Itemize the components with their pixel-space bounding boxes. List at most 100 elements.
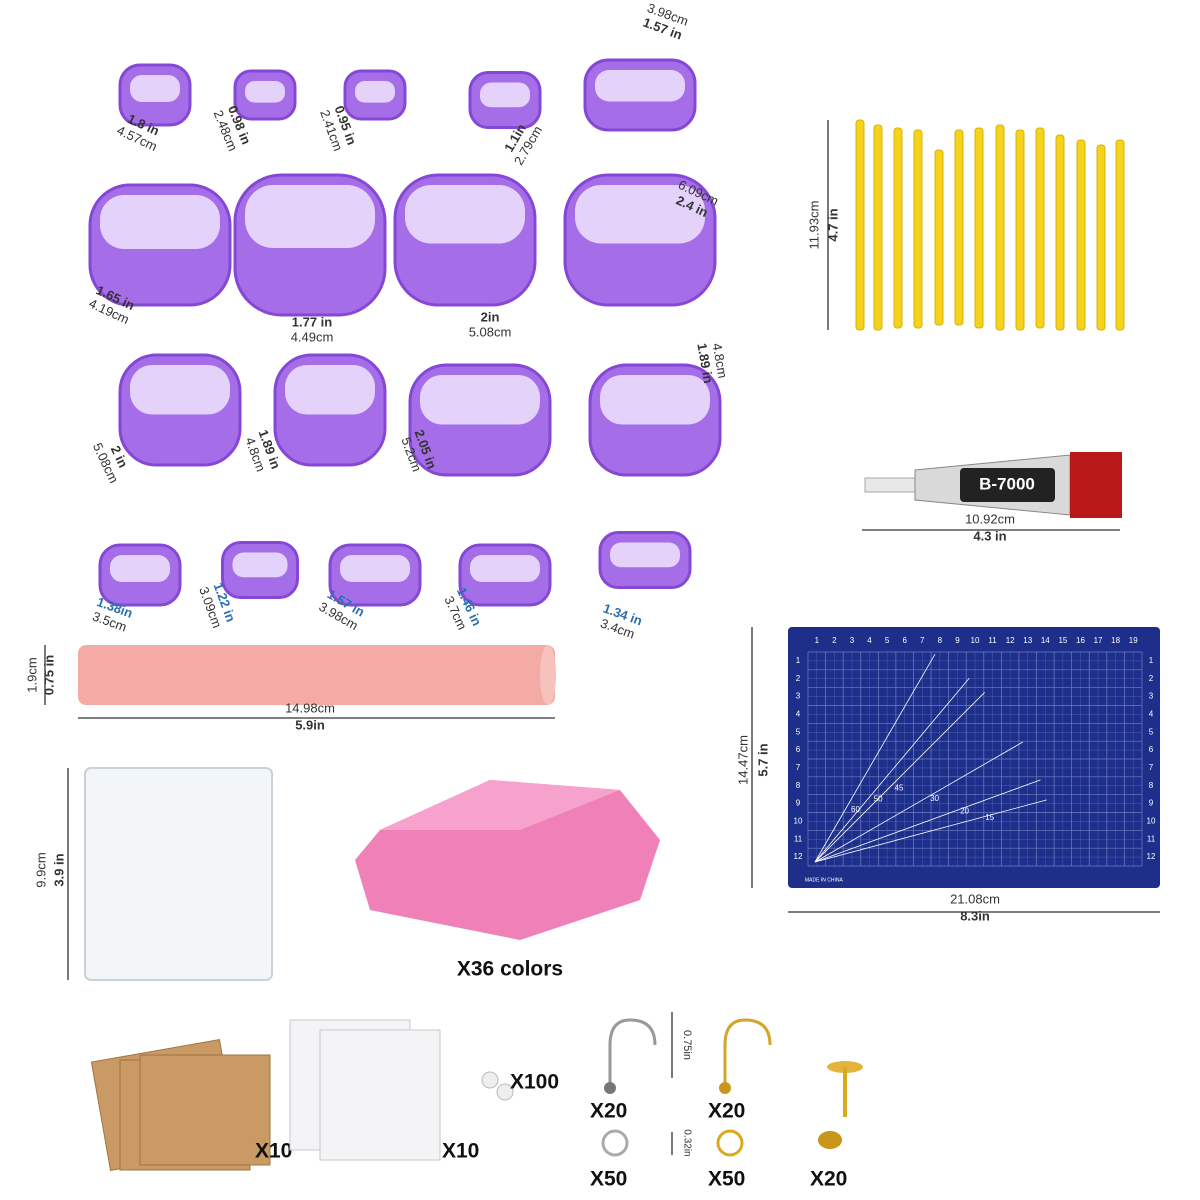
mat-number: 12 bbox=[1147, 852, 1156, 861]
mat-number: 4 bbox=[867, 636, 872, 645]
mat-number: 14 bbox=[1041, 636, 1050, 645]
cutter-opening bbox=[130, 75, 180, 102]
dimension-label: 8.3in bbox=[960, 908, 990, 923]
cutter-opening bbox=[245, 81, 285, 103]
cutter-label: 1.34 in3.4cm bbox=[598, 600, 644, 641]
mat-number: 17 bbox=[1094, 636, 1103, 645]
cutter-opening bbox=[610, 542, 680, 568]
count-label: X10 bbox=[255, 1140, 292, 1163]
mat-angle-label: 15 bbox=[985, 813, 994, 822]
dimension-label: 5.7 in bbox=[755, 743, 770, 776]
mat-angle-label: 20 bbox=[960, 806, 969, 815]
dimension-label: 10.92cm bbox=[965, 511, 1015, 526]
mat-number: 19 bbox=[1129, 636, 1138, 645]
dimension-label: 4.3 in bbox=[973, 528, 1006, 543]
mat-number: 8 bbox=[796, 781, 801, 790]
mat-number: 13 bbox=[1023, 636, 1032, 645]
sculpting-tools bbox=[855, 119, 1125, 331]
cutter-opening bbox=[470, 555, 540, 582]
mat-number: 8 bbox=[1149, 781, 1154, 790]
tools-dimension: 11.93cm 4.7 in bbox=[806, 120, 840, 330]
cutter-label: 1.89 in4.8cm bbox=[694, 342, 730, 385]
mat-number: 10 bbox=[794, 817, 803, 826]
mat-angle-line bbox=[814, 692, 985, 863]
mat-number: 4 bbox=[1149, 710, 1154, 719]
mat-number: 11 bbox=[794, 834, 803, 843]
dimension-label: 11.93cm bbox=[806, 201, 821, 250]
mat-number: 3 bbox=[796, 692, 801, 701]
dimension-label: 4.49cm bbox=[291, 329, 334, 344]
mat-angle-label: 45 bbox=[895, 784, 904, 793]
dimension-label: 0.32in bbox=[681, 1129, 692, 1156]
cutter-opening bbox=[405, 185, 525, 244]
mat-number: 2 bbox=[1149, 674, 1154, 683]
mat-number: 15 bbox=[1058, 636, 1067, 645]
cutter-opening bbox=[480, 82, 530, 108]
dimension-label: 3.9 in bbox=[51, 853, 66, 886]
dimension-label: 0.75 in bbox=[41, 655, 56, 696]
mat-angle-label: 30 bbox=[930, 794, 939, 803]
cutter-opening bbox=[420, 375, 540, 425]
cutter-label: 2.05 in5.2cm bbox=[398, 428, 439, 474]
mat-number: 9 bbox=[796, 799, 801, 808]
cutters: 1.8 in4.57cm 0.98 in2.48cm 0.95 in2.41cm 1.… bbox=[87, 0, 731, 642]
mat-number: 2 bbox=[832, 636, 837, 645]
cutter-label: 1.77 in4.49cm bbox=[291, 314, 334, 344]
mat-number: 1 bbox=[1149, 656, 1154, 665]
dimension-label: 9.9cm bbox=[33, 852, 48, 887]
mat-number: 4 bbox=[796, 710, 801, 719]
cutter-opening bbox=[130, 365, 230, 415]
clay-pack: X36 colors bbox=[355, 780, 660, 981]
count-label: X20 bbox=[708, 1100, 745, 1123]
count-label: X50 bbox=[590, 1168, 627, 1191]
maker-label: MADE IN CHINA bbox=[805, 877, 843, 883]
brand-label: B-7000 bbox=[979, 474, 1035, 493]
mat-angle-label: 60 bbox=[851, 805, 860, 814]
cutter-opening bbox=[600, 375, 710, 425]
mat-number: 6 bbox=[902, 636, 907, 645]
mat-number: 5 bbox=[796, 727, 801, 736]
cutter-opening bbox=[100, 195, 220, 249]
accessories: X10 X10 X100 0.75in X20 X20 0.32in X50 X… bbox=[90, 1012, 863, 1191]
mat-number: 11 bbox=[988, 636, 997, 645]
mat-number: 1 bbox=[815, 636, 820, 645]
dimension-label: 14.47cm bbox=[735, 735, 750, 785]
cutter-opening bbox=[595, 70, 685, 102]
mat-number: 5 bbox=[1149, 727, 1154, 736]
count-label: X10 bbox=[442, 1140, 479, 1163]
cutter-label: 1.57 in3.98cm bbox=[641, 0, 690, 42]
mat-number: 16 bbox=[1076, 636, 1085, 645]
dimension-label: 2in bbox=[481, 309, 500, 324]
dimension-label: 1.9cm bbox=[24, 657, 39, 692]
cutter-label: 1.22 in3.09cm bbox=[196, 581, 238, 630]
cutter-opening bbox=[245, 185, 375, 248]
mat-number: 2 bbox=[796, 674, 801, 683]
mat-number: 10 bbox=[971, 636, 980, 645]
dimension-label: 0.75in bbox=[681, 1030, 693, 1060]
mat-number: 10 bbox=[1147, 817, 1156, 826]
mat-number: 3 bbox=[850, 636, 855, 645]
mat-angle-line bbox=[814, 653, 936, 863]
mat-number: 7 bbox=[1149, 763, 1154, 772]
mat-angle-line bbox=[814, 799, 1047, 863]
dimension-label: 4.7 in bbox=[825, 208, 840, 241]
roller: 1.9cm 0.75 in 14.98cm 5.9in bbox=[24, 645, 556, 732]
mat-number: 7 bbox=[920, 636, 925, 645]
mat-angle-line bbox=[814, 677, 970, 863]
mat-number: 3 bbox=[1149, 692, 1154, 701]
count-label: X20 bbox=[810, 1168, 847, 1191]
count-label: X20 bbox=[590, 1100, 627, 1123]
dimension-label: 1.89 in bbox=[694, 342, 716, 385]
dimension-label: 5.08cm bbox=[469, 324, 512, 339]
mat-number: 12 bbox=[1006, 636, 1015, 645]
mat-number: 5 bbox=[885, 636, 890, 645]
clay-label: X36 colors bbox=[457, 958, 563, 981]
mat-angle-line bbox=[814, 779, 1041, 863]
mat-number: 7 bbox=[796, 763, 801, 772]
dimension-label: 4.8cm bbox=[709, 342, 730, 379]
dimension-label: 1.77 in bbox=[292, 314, 333, 329]
mat-number: 11 bbox=[1147, 834, 1156, 843]
cutter-opening bbox=[575, 185, 705, 244]
